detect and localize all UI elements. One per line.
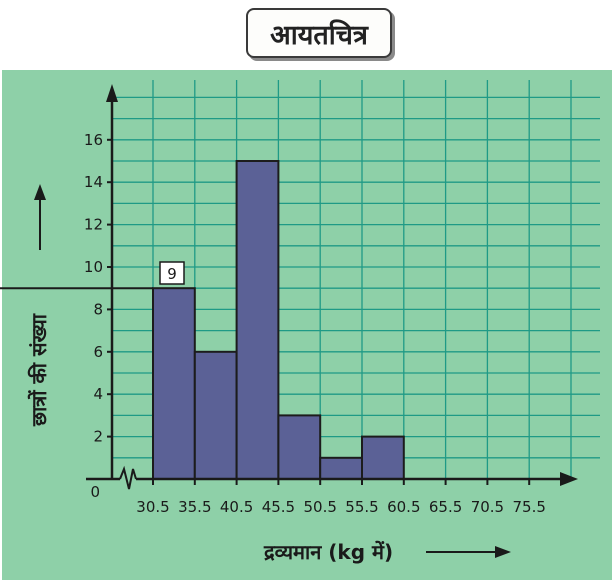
x-tick-label: 55.5 <box>345 498 378 516</box>
bars <box>152 160 405 481</box>
y-tick-label: 6 <box>93 343 103 361</box>
x-tick-label: 70.5 <box>471 498 504 516</box>
histogram-bar <box>193 350 238 480</box>
y-tick-label: 12 <box>84 216 103 234</box>
y-tick-label: 2 <box>93 428 103 446</box>
x-tick-label: 35.5 <box>178 498 211 516</box>
chart-title: आयतचित्र <box>246 8 392 58</box>
annotation: 9 <box>0 261 185 290</box>
x-tick-label: 60.5 <box>387 498 420 516</box>
histogram-bar <box>277 414 322 480</box>
histogram-bar <box>319 456 364 480</box>
y-tick-labels: 0 2 4 6 8 10 12 14 16 <box>84 131 103 501</box>
x-tick-label: 30.5 <box>136 498 169 516</box>
x-tick-label: 45.5 <box>262 498 295 516</box>
y-tick-label: 14 <box>84 173 103 191</box>
axis-labels: छात्रों की संख्या द्रव्यमान (kg में) <box>27 184 511 564</box>
y-tick-label: 4 <box>93 385 103 403</box>
x-tick-labels: 30.5 35.5 40.5 45.5 50.5 55.5 60.5 65.5 70.5 75.5 <box>136 498 546 516</box>
annotation-value: 9 <box>167 265 177 283</box>
x-tick-label: 65.5 <box>429 498 462 516</box>
y-tick-label: 16 <box>84 131 103 149</box>
histogram-bar <box>152 287 196 481</box>
y-tick-label: 8 <box>93 300 103 318</box>
y-tick-label: 10 <box>84 258 103 276</box>
x-tick-label: 75.5 <box>512 498 545 516</box>
histogram-bar <box>361 435 405 481</box>
x-axis-label: द्रव्यमान (kg में) <box>263 540 393 564</box>
annotation-box <box>159 261 185 285</box>
y-axis-arrowhead-icon <box>106 84 118 102</box>
y-label-arrowhead-icon <box>34 184 46 200</box>
x-tick-label: 40.5 <box>220 498 253 516</box>
axes <box>86 84 578 490</box>
x-axis-arrowhead-icon <box>560 472 578 486</box>
y-tick-label: 0 <box>90 483 100 501</box>
x-tick-label: 50.5 <box>303 498 336 516</box>
histogram-bar <box>235 160 280 480</box>
y-axis-label: छात्रों की संख्या <box>27 313 51 427</box>
plot-background <box>2 70 612 580</box>
axis-break-icon <box>119 465 137 490</box>
x-label-arrowhead-icon <box>495 546 511 558</box>
